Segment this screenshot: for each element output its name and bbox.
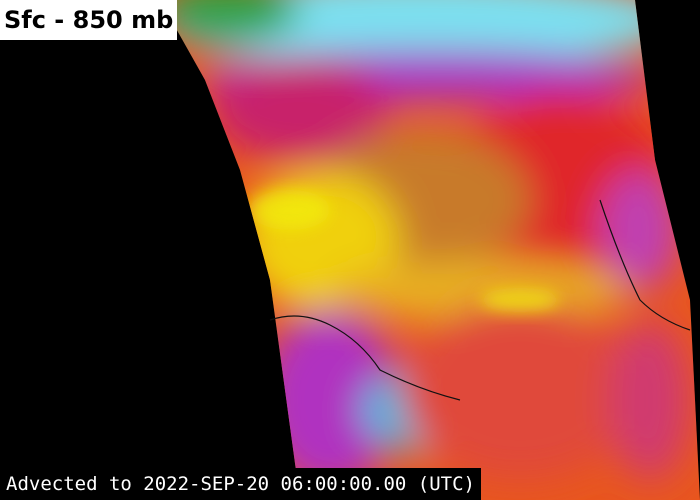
timestamp: Advected to 2022-SEP-20 06:00:00.00 (UTC… <box>0 468 481 500</box>
coastlines <box>269 199 691 401</box>
satellite-swath <box>160 0 700 500</box>
level-label: Sfc - 850 mb <box>0 0 178 40</box>
